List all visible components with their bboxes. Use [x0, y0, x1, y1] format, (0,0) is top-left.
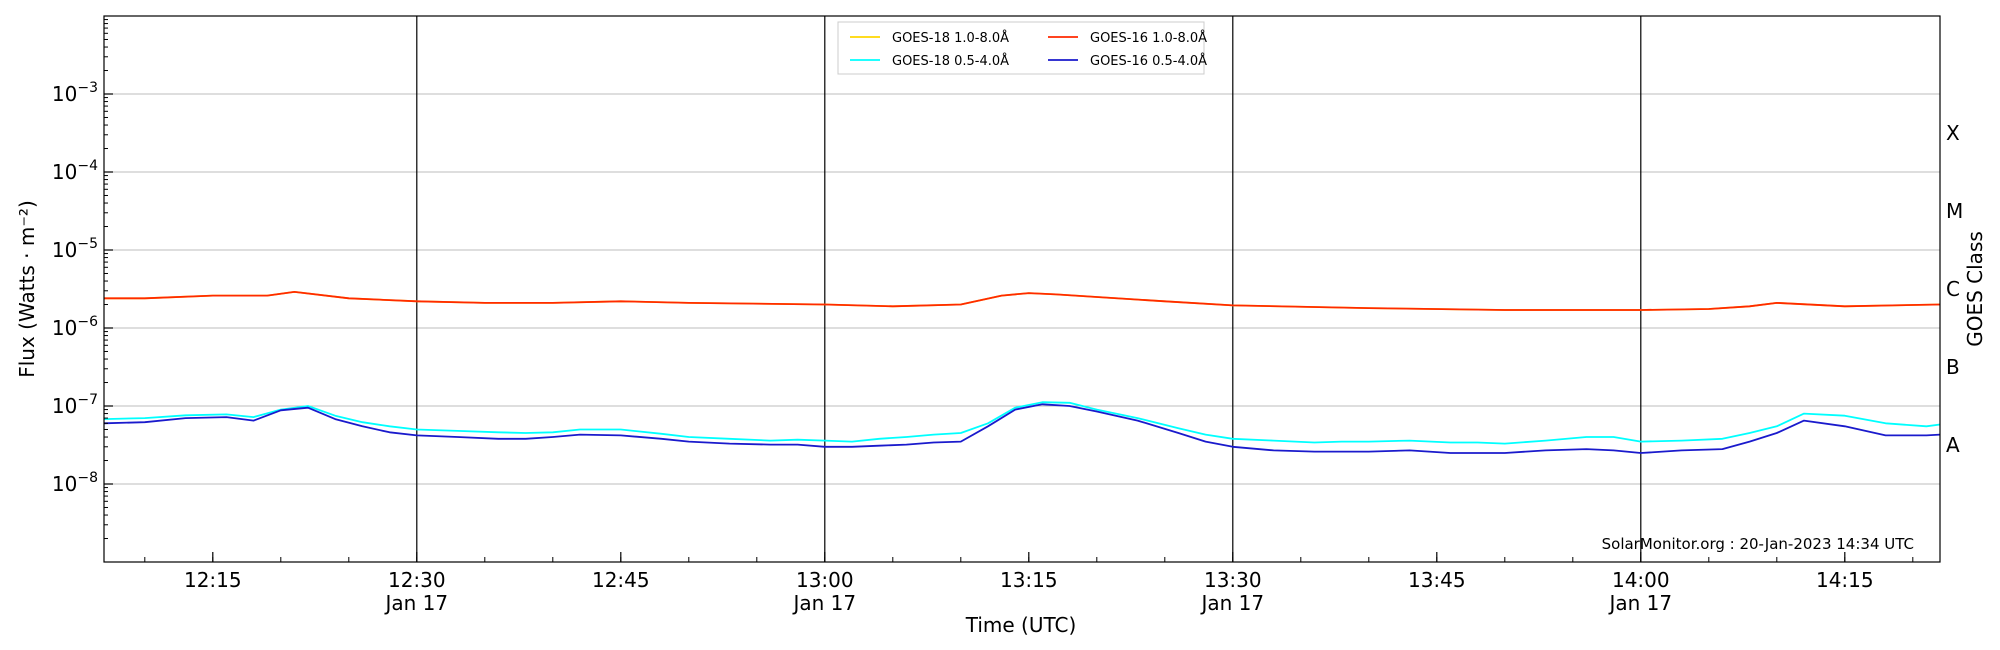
goes-class-labels: A B C M X — [1946, 121, 1963, 457]
x-tick-date-label: Jan 17 — [791, 591, 856, 615]
x-tick-label: 14:00 — [1612, 568, 1670, 592]
x-tick-label: 13:30 — [1204, 568, 1262, 592]
x-tick-label: 13:45 — [1408, 568, 1466, 592]
goes-class-label: C — [1946, 277, 1960, 301]
x-tick-label: 12:30 — [388, 568, 446, 592]
legend-entry: GOES-16 1.0-8.0Å — [1090, 30, 1207, 46]
legend-entry: GOES-18 1.0-8.0Å — [892, 30, 1009, 46]
x-tick-label: 13:15 — [1000, 568, 1058, 592]
legend-box — [837, 21, 1205, 75]
day-boundary-lines — [416, 16, 1642, 562]
series-lines — [103, 290, 1941, 454]
y-tick-label: 10−7 — [52, 392, 98, 418]
y-tick-label: 10−5 — [52, 236, 98, 262]
y-tick-label: 10−6 — [52, 314, 98, 340]
x-axis-title: Time (UTC) — [965, 613, 1077, 637]
goes-class-label: B — [1946, 355, 1960, 379]
legend-entry: GOES-16 0.5-4.0Å — [1090, 53, 1207, 69]
x-tick-label: 13:00 — [796, 568, 854, 592]
x-tick-label: 12:45 — [592, 568, 650, 592]
goes-class-label: X — [1946, 121, 1960, 145]
x-tick-label: 12:15 — [184, 568, 242, 592]
y-tick-label: 10−4 — [52, 158, 98, 184]
y2-axis-title: GOES Class — [1963, 231, 1987, 347]
x-tick-label: 14:15 — [1816, 568, 1874, 592]
y-tick-label: 10−8 — [52, 470, 98, 496]
series-line-3 — [103, 403, 1941, 454]
x-tick-date-label: Jan 17 — [1607, 591, 1672, 615]
goes-class-label: M — [1946, 199, 1963, 223]
y-tick-label: 10−3 — [52, 80, 98, 106]
plot-frame — [103, 15, 1941, 563]
x-tick-date-label: Jan 17 — [1199, 591, 1264, 615]
x-tick-date-label: Jan 17 — [383, 591, 448, 615]
credit-text: SolarMonitor.org : 20-Jan-2023 14:34 UTC — [1602, 535, 1914, 553]
y-axis-ticks: 10−8 10−7 10−6 10−5 10−4 10−3 — [52, 19, 113, 540]
legend: GOES-18 1.0-8.0Å GOES-18 0.5-4.0Å GOES-16 … — [837, 21, 1207, 75]
gridlines — [104, 93, 1940, 485]
series-line-1 — [103, 401, 1941, 445]
series-line-2 — [104, 290, 1941, 311]
legend-entry: GOES-18 0.5-4.0Å — [892, 53, 1009, 69]
y-axis-title: Flux (Watts · m⁻²) — [15, 200, 39, 378]
goes-class-label: A — [1946, 433, 1960, 457]
